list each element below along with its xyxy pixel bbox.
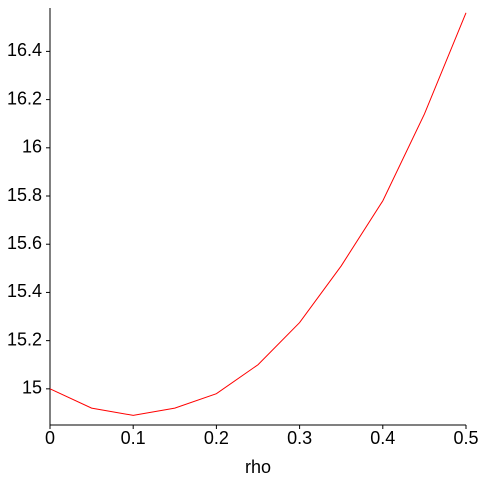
x-tick-label: 0.5	[453, 428, 478, 448]
x-axis-label: rho	[245, 457, 271, 477]
x-tick-label: 0	[45, 428, 55, 448]
x-tick-label: 0.4	[370, 428, 395, 448]
x-tick-label: 0.3	[287, 428, 312, 448]
y-tick-label: 15.8	[7, 185, 42, 205]
y-tick-label: 16.4	[7, 40, 42, 60]
y-tick-label: 15.2	[7, 329, 42, 349]
y-tick-label: 16	[22, 137, 42, 157]
y-tick-label: 15	[22, 378, 42, 398]
x-tick-label: 0.2	[204, 428, 229, 448]
y-tick-label: 15.4	[7, 281, 42, 301]
y-tick-label: 15.6	[7, 233, 42, 253]
y-tick-label: 16.2	[7, 88, 42, 108]
x-tick-label: 0.1	[121, 428, 146, 448]
line-series	[49, 12, 467, 416]
